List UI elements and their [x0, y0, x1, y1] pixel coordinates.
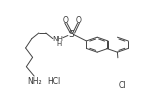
Text: O: O — [62, 16, 68, 25]
Text: Cl: Cl — [118, 81, 126, 90]
Text: HCl: HCl — [47, 77, 60, 86]
Text: S: S — [69, 30, 74, 39]
Text: O: O — [76, 16, 81, 25]
Text: H: H — [56, 41, 62, 47]
Text: NH₂: NH₂ — [27, 77, 41, 86]
Text: NH: NH — [52, 36, 63, 42]
